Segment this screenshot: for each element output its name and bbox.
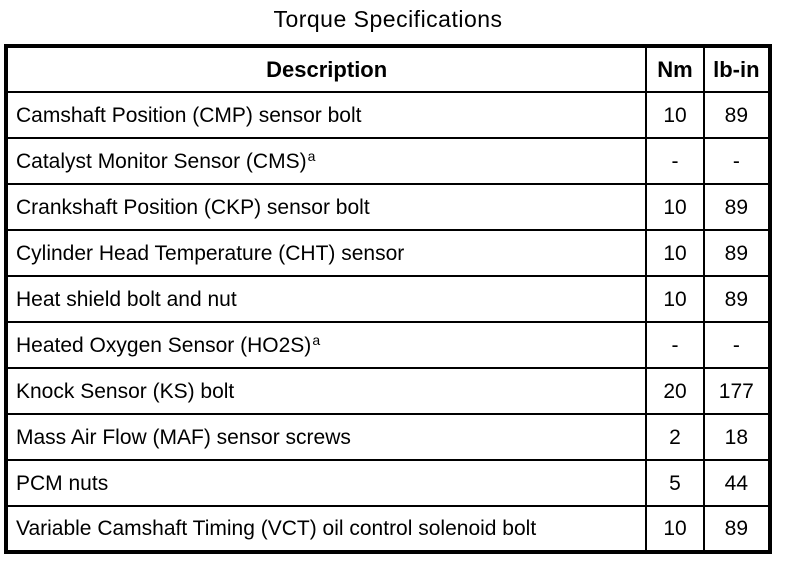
table-row: Catalyst Monitor Sensor (CMS)a - - [4,137,772,185]
description-text: Heated Oxygen Sensor (HO2S) [16,333,312,357]
nm-cell: 10 [645,183,705,231]
table-row: Heat shield bolt and nut 10 89 [4,275,772,323]
description-text: Cylinder Head Temperature (CHT) sensor [16,241,405,265]
table-row: Variable Camshaft Timing (VCT) oil contr… [4,505,772,553]
nm-cell: 20 [645,367,705,415]
table-row: PCM nuts 5 44 [4,459,772,507]
lb-in-cell: 89 [702,183,772,231]
description-cell: Crankshaft Position (CKP) sensor bolt [4,183,648,231]
table-row: Camshaft Position (CMP) sensor bolt 10 8… [4,91,772,139]
description-cell: Heated Oxygen Sensor (HO2S)a [4,321,648,369]
torque-spec-table: Description Nm lb-in Camshaft Position (… [4,44,772,554]
nm-cell: - [645,321,705,369]
table-header: Description Nm lb-in [4,45,772,93]
description-cell: PCM nuts [4,459,648,507]
description-cell: Camshaft Position (CMP) sensor bolt [4,91,648,139]
nm-cell: - [645,137,705,185]
column-header-nm: Nm [645,45,705,93]
lb-in-cell: 89 [702,505,772,553]
lb-in-cell: 44 [702,459,772,507]
description-cell: Heat shield bolt and nut [4,275,648,323]
nm-cell: 10 [645,275,705,323]
lb-in-cell: - [702,137,772,185]
lb-in-cell: 18 [702,413,772,461]
table-row: Crankshaft Position (CKP) sensor bolt 10… [4,183,772,231]
description-text: Knock Sensor (KS) bolt [16,379,235,403]
table-row: Knock Sensor (KS) bolt 20 177 [4,367,772,415]
table-row: Mass Air Flow (MAF) sensor screws 2 18 [4,413,772,461]
description-text: Heat shield bolt and nut [16,287,237,311]
lb-in-cell: 89 [702,229,772,277]
description-cell: Variable Camshaft Timing (VCT) oil contr… [4,505,648,553]
description-text: Mass Air Flow (MAF) sensor screws [16,425,351,449]
column-header-description: Description [4,45,648,93]
lb-in-cell: - [702,321,772,369]
column-header-lb-in: lb-in [702,45,772,93]
page-title: Torque Specifications [273,6,503,32]
table-row: Cylinder Head Temperature (CHT) sensor 1… [4,229,772,277]
description-text: Crankshaft Position (CKP) sensor bolt [16,195,370,219]
description-cell: Catalyst Monitor Sensor (CMS)a [4,137,648,185]
description-cell: Cylinder Head Temperature (CHT) sensor [4,229,648,277]
header-row: Description Nm lb-in [4,45,772,93]
nm-cell: 2 [645,413,705,461]
nm-cell: 10 [645,505,705,553]
lb-in-cell: 89 [702,275,772,323]
description-text: Camshaft Position (CMP) sensor bolt [16,103,362,127]
description-text: PCM nuts [16,471,109,495]
description-cell: Mass Air Flow (MAF) sensor screws [4,413,648,461]
description-text: Catalyst Monitor Sensor (CMS) [16,149,307,173]
description-cell: Knock Sensor (KS) bolt [4,367,648,415]
nm-cell: 10 [645,229,705,277]
footnote-marker: a [307,147,316,164]
description-text: Variable Camshaft Timing (VCT) oil contr… [16,517,537,540]
table-body: Camshaft Position (CMP) sensor bolt 10 8… [4,91,772,553]
table-row: Heated Oxygen Sensor (HO2S)a - - [4,321,772,369]
footnote-marker: a [312,331,321,348]
lb-in-cell: 177 [702,367,772,415]
lb-in-cell: 89 [702,91,772,139]
nm-cell: 5 [645,459,705,507]
nm-cell: 10 [645,91,705,139]
